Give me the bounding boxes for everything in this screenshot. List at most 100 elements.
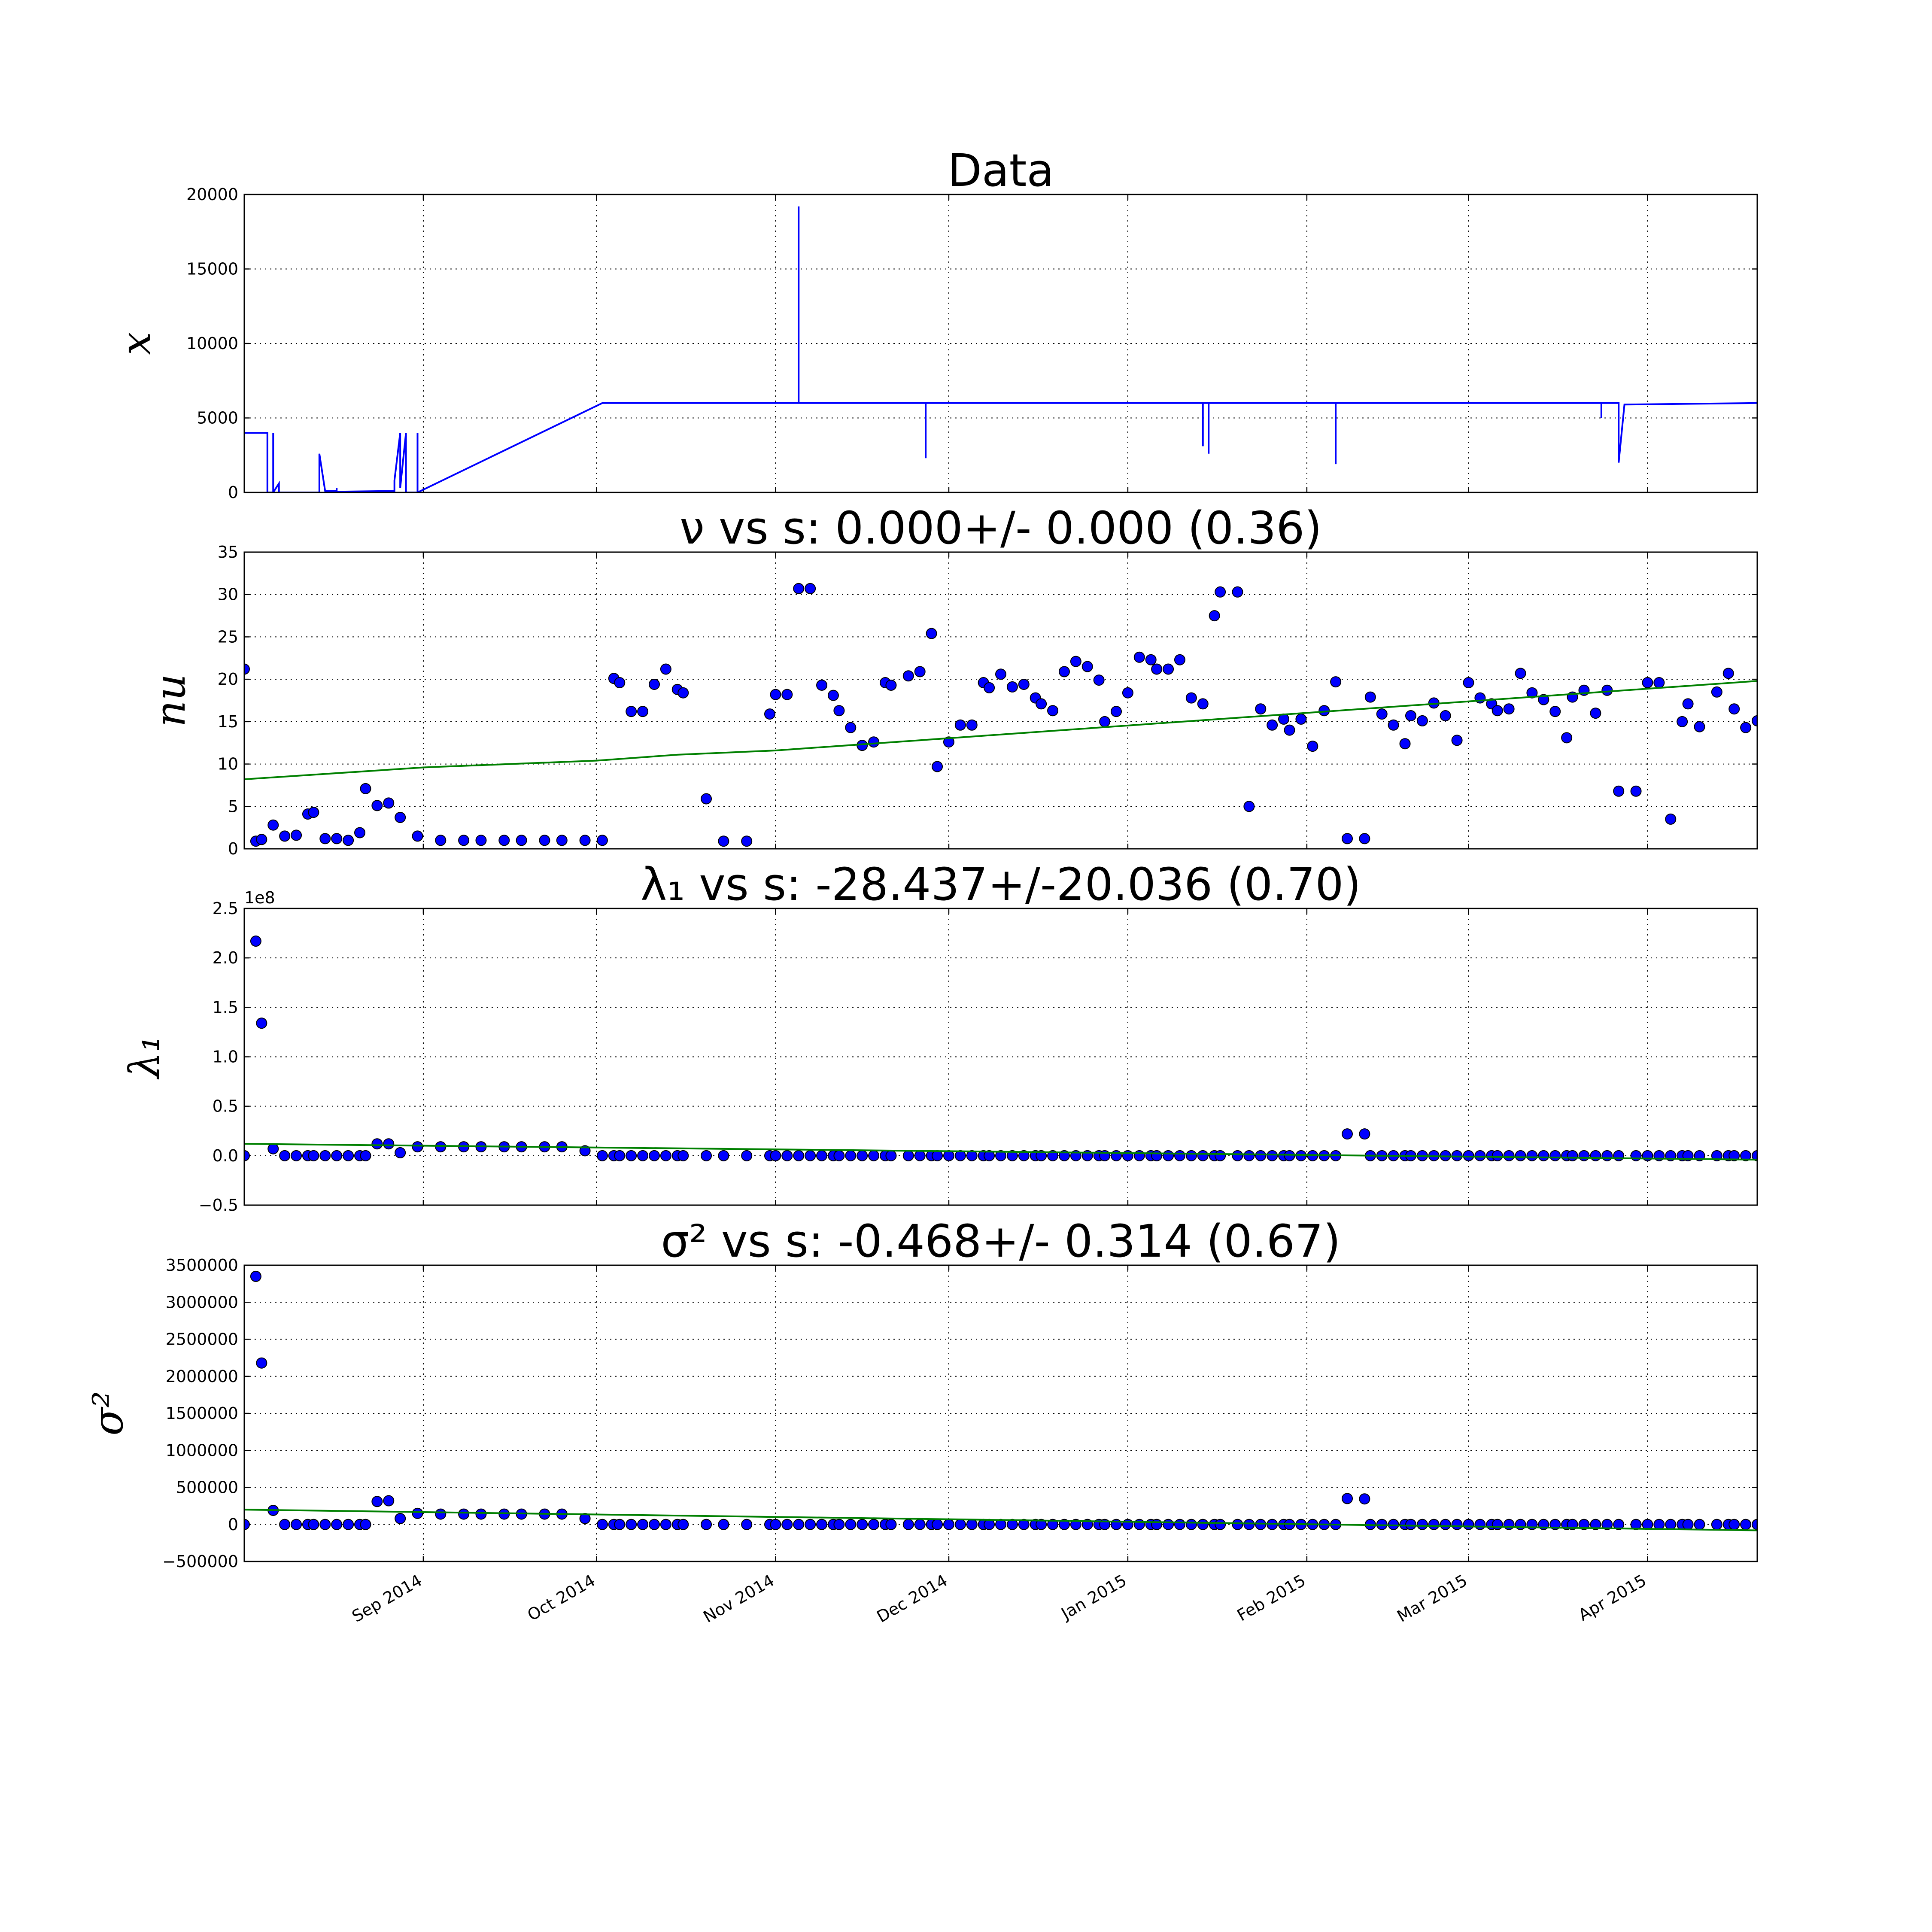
marker <box>1081 661 1093 672</box>
marker <box>1405 710 1416 722</box>
plot-area <box>244 1270 1757 1531</box>
marker <box>458 1508 470 1520</box>
marker <box>660 663 671 675</box>
marker <box>516 835 527 846</box>
marker <box>677 1519 689 1530</box>
marker <box>1503 1519 1515 1530</box>
marker <box>1642 677 1653 689</box>
marker <box>1388 719 1399 731</box>
marker <box>614 1150 626 1161</box>
marker <box>995 1150 1006 1161</box>
marker <box>1578 1519 1590 1530</box>
marker <box>1197 1150 1209 1161</box>
marker <box>1036 1519 1047 1530</box>
marker <box>833 1519 845 1530</box>
marker <box>1440 710 1451 722</box>
panel: 0 5 10 15 20 25 30 35 ν vs s: 0.000+/- 0.000 (0.… <box>146 502 1758 858</box>
marker <box>701 1519 712 1530</box>
marker <box>885 1150 897 1161</box>
marker <box>1590 1519 1601 1530</box>
marker <box>1295 713 1307 725</box>
marker <box>395 1147 406 1158</box>
marker <box>1451 1519 1463 1530</box>
y-tick-label: 5000 <box>197 409 238 428</box>
line <box>244 1509 1757 1531</box>
panel-title: λ₁ vs s: -28.437+/-20.036 (0.70) <box>641 858 1361 911</box>
marker <box>1694 721 1705 732</box>
marker <box>1215 586 1226 598</box>
y-tick-label: 2.0 <box>213 948 238 967</box>
marker <box>781 689 793 700</box>
y-tick-label: 3500000 <box>166 1256 238 1275</box>
marker <box>833 1150 845 1161</box>
y-tick-label: 3000000 <box>166 1293 238 1312</box>
axes-frame <box>243 1264 1758 1562</box>
marker <box>331 833 343 844</box>
y-tick-label: 500000 <box>176 1478 238 1497</box>
marker <box>1630 1150 1642 1161</box>
y-tick-label: 0 <box>228 839 238 858</box>
marker <box>1006 681 1018 693</box>
marker <box>1232 586 1243 598</box>
marker <box>648 678 660 690</box>
marker <box>1006 1519 1018 1530</box>
marker <box>1740 1519 1752 1530</box>
marker <box>966 719 978 731</box>
marker <box>1474 1150 1486 1161</box>
marker <box>1267 719 1278 731</box>
marker <box>1093 674 1105 686</box>
marker <box>1047 705 1059 717</box>
panel-title: σ² vs s: -0.468+/- 0.314 (0.67) <box>661 1215 1340 1267</box>
marker <box>805 583 816 594</box>
marker <box>1364 691 1376 703</box>
marker <box>984 682 995 693</box>
y-tick-label: 0.5 <box>213 1097 238 1116</box>
marker <box>1653 1519 1665 1530</box>
line <box>244 680 1757 781</box>
line <box>244 206 1757 492</box>
marker <box>556 835 568 846</box>
marker <box>1243 1519 1255 1530</box>
y-tick-label: 1000000 <box>166 1441 238 1460</box>
marker <box>1342 833 1353 844</box>
marker <box>1728 703 1740 715</box>
marker <box>793 583 805 594</box>
marker <box>966 1150 978 1161</box>
marker <box>279 1150 291 1161</box>
marker <box>308 807 319 818</box>
marker <box>1133 651 1145 663</box>
marker <box>343 1150 354 1161</box>
marker <box>1070 656 1081 667</box>
marker <box>701 1150 712 1161</box>
marker <box>1677 716 1688 727</box>
marker <box>1613 1519 1625 1530</box>
marker <box>291 829 302 841</box>
marker <box>1255 703 1267 715</box>
marker <box>308 1519 319 1530</box>
marker <box>1665 1519 1677 1530</box>
marker <box>1058 666 1070 677</box>
marker <box>718 1519 729 1530</box>
marker <box>1752 1519 1757 1530</box>
marker <box>954 719 966 731</box>
marker <box>1342 1493 1353 1504</box>
marker <box>1526 687 1538 699</box>
marker <box>475 835 487 846</box>
marker <box>435 1508 447 1520</box>
marker <box>966 1519 978 1530</box>
marker <box>954 1519 966 1530</box>
marker <box>279 1519 291 1530</box>
marker <box>383 797 395 809</box>
marker <box>250 1270 261 1282</box>
marker <box>279 830 291 842</box>
marker <box>614 677 626 689</box>
panel: −0.5 0.0 0.5 1.0 1.5 2.0 2.5 λ₁ vs s: -28.437+/… <box>121 858 1758 1215</box>
marker <box>1682 1519 1694 1530</box>
marker <box>256 834 267 845</box>
marker <box>1722 668 1734 679</box>
marker <box>1145 654 1157 665</box>
y-tick-label: 0 <box>228 1515 238 1534</box>
marker <box>1492 1519 1503 1530</box>
marker <box>1209 610 1220 622</box>
